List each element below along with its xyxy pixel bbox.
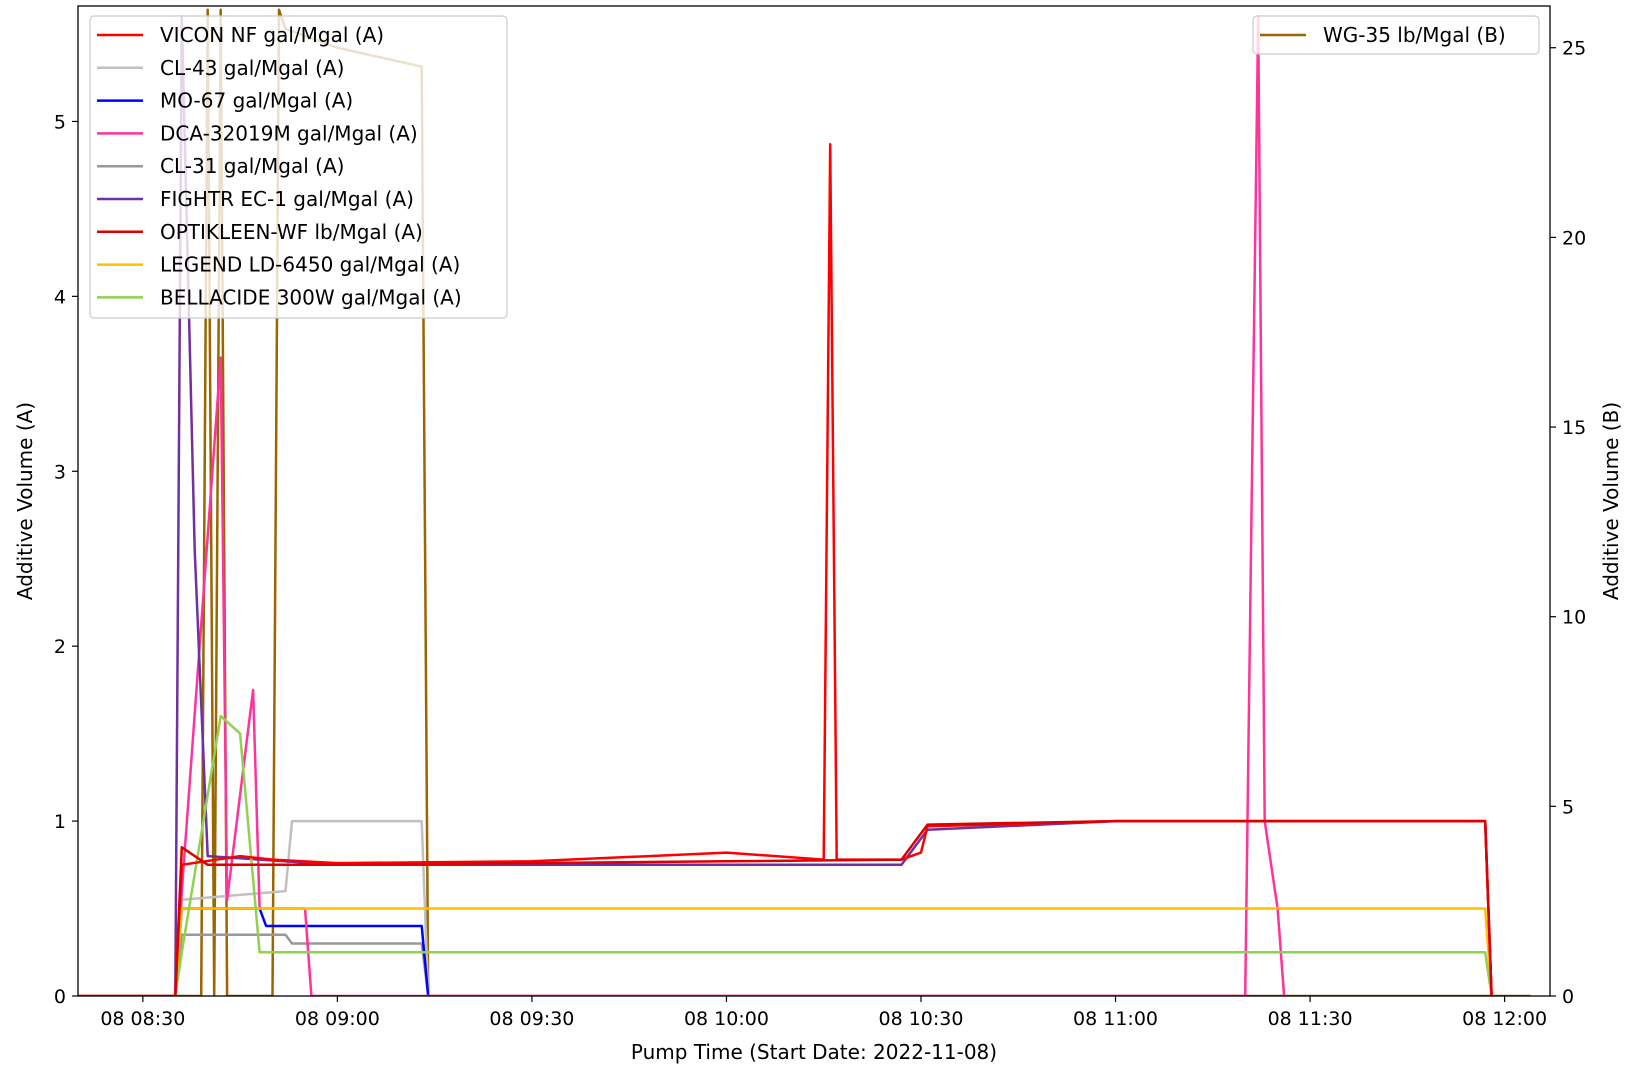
x-tick-label: 08 12:00 [1462, 1008, 1547, 1030]
legend-right: WG-35 lb/Mgal (B) [1252, 15, 1540, 55]
y-left-tick-label: 0 [54, 986, 66, 1008]
legend-left-box [89, 15, 508, 319]
legend-label: MO-67 gal/Mgal (A) [160, 89, 353, 113]
legend-right-box [1252, 15, 1540, 55]
y-left-tick-label: 1 [54, 811, 66, 833]
y-right-tick-label: 20 [1562, 227, 1586, 249]
legend-label: CL-43 gal/Mgal (A) [160, 56, 344, 80]
y-right-tick-label: 10 [1562, 607, 1586, 629]
series-line-bellacide-300w-gal-mgal-a [174, 714, 1493, 996]
legend-label: OPTIKLEEN-WF lb/Mgal (A) [160, 220, 423, 244]
y-right-axis-label: Additive Volume (B) [1599, 402, 1623, 600]
y-left-tick-label: 4 [54, 286, 66, 308]
legend-label: WG-35 lb/Mgal (B) [1323, 23, 1506, 47]
y-left-axis-ticks: 0 1 2 3 4 5 [54, 111, 78, 1008]
x-tick-label: 08 10:00 [684, 1008, 769, 1030]
x-axis-label: Pump Time (Start Date: 2022-11-08) [631, 1040, 997, 1064]
legend-label: BELLACIDE 300W gal/Mgal (A) [160, 285, 462, 309]
y-left-tick-label: 2 [54, 636, 66, 658]
legend-label: CL-31 gal/Mgal (A) [160, 154, 344, 178]
y-right-tick-label: 0 [1562, 986, 1574, 1008]
x-tick-label: 08 09:30 [489, 1008, 574, 1030]
legend-label: DCA-32019M gal/Mgal (A) [160, 121, 418, 145]
series-line-optikleen-wf-lb-mgal-a [174, 819, 1493, 996]
legend-label: FIGHTR EC-1 gal/Mgal (A) [160, 187, 414, 211]
x-axis-ticks: 08 08:30 08 09:00 08 09:30 08 10:00 08 10:30… [100, 996, 1547, 1030]
y-right-axis-ticks: 0 5 10 15 20 25 [1550, 38, 1586, 1008]
x-tick-label: 08 11:00 [1073, 1008, 1158, 1030]
x-tick-label: 08 11:30 [1268, 1008, 1353, 1030]
y-left-axis-label: Additive Volume (A) [13, 402, 37, 600]
y-left-tick-label: 3 [54, 461, 66, 483]
x-tick-label: 08 10:30 [879, 1008, 964, 1030]
y-right-tick-label: 5 [1562, 796, 1574, 818]
plot-frame [77, 5, 1551, 997]
y-left-tick-label: 5 [54, 111, 66, 133]
legend-label: LEGEND LD-6450 gal/Mgal (A) [160, 253, 460, 277]
legend-label: VICON NF gal/Mgal (A) [160, 23, 384, 47]
y-right-tick-label: 25 [1562, 38, 1586, 60]
x-tick-label: 08 08:30 [100, 1008, 185, 1030]
x-tick-label: 08 09:00 [295, 1008, 380, 1030]
legend-left: VICON NF gal/Mgal (A) CL-43 gal/Mgal (A) M… [89, 15, 508, 319]
series-line-legend-ld-6450-gal-mgal-a [174, 907, 1493, 996]
y-right-tick-label: 15 [1562, 417, 1586, 439]
